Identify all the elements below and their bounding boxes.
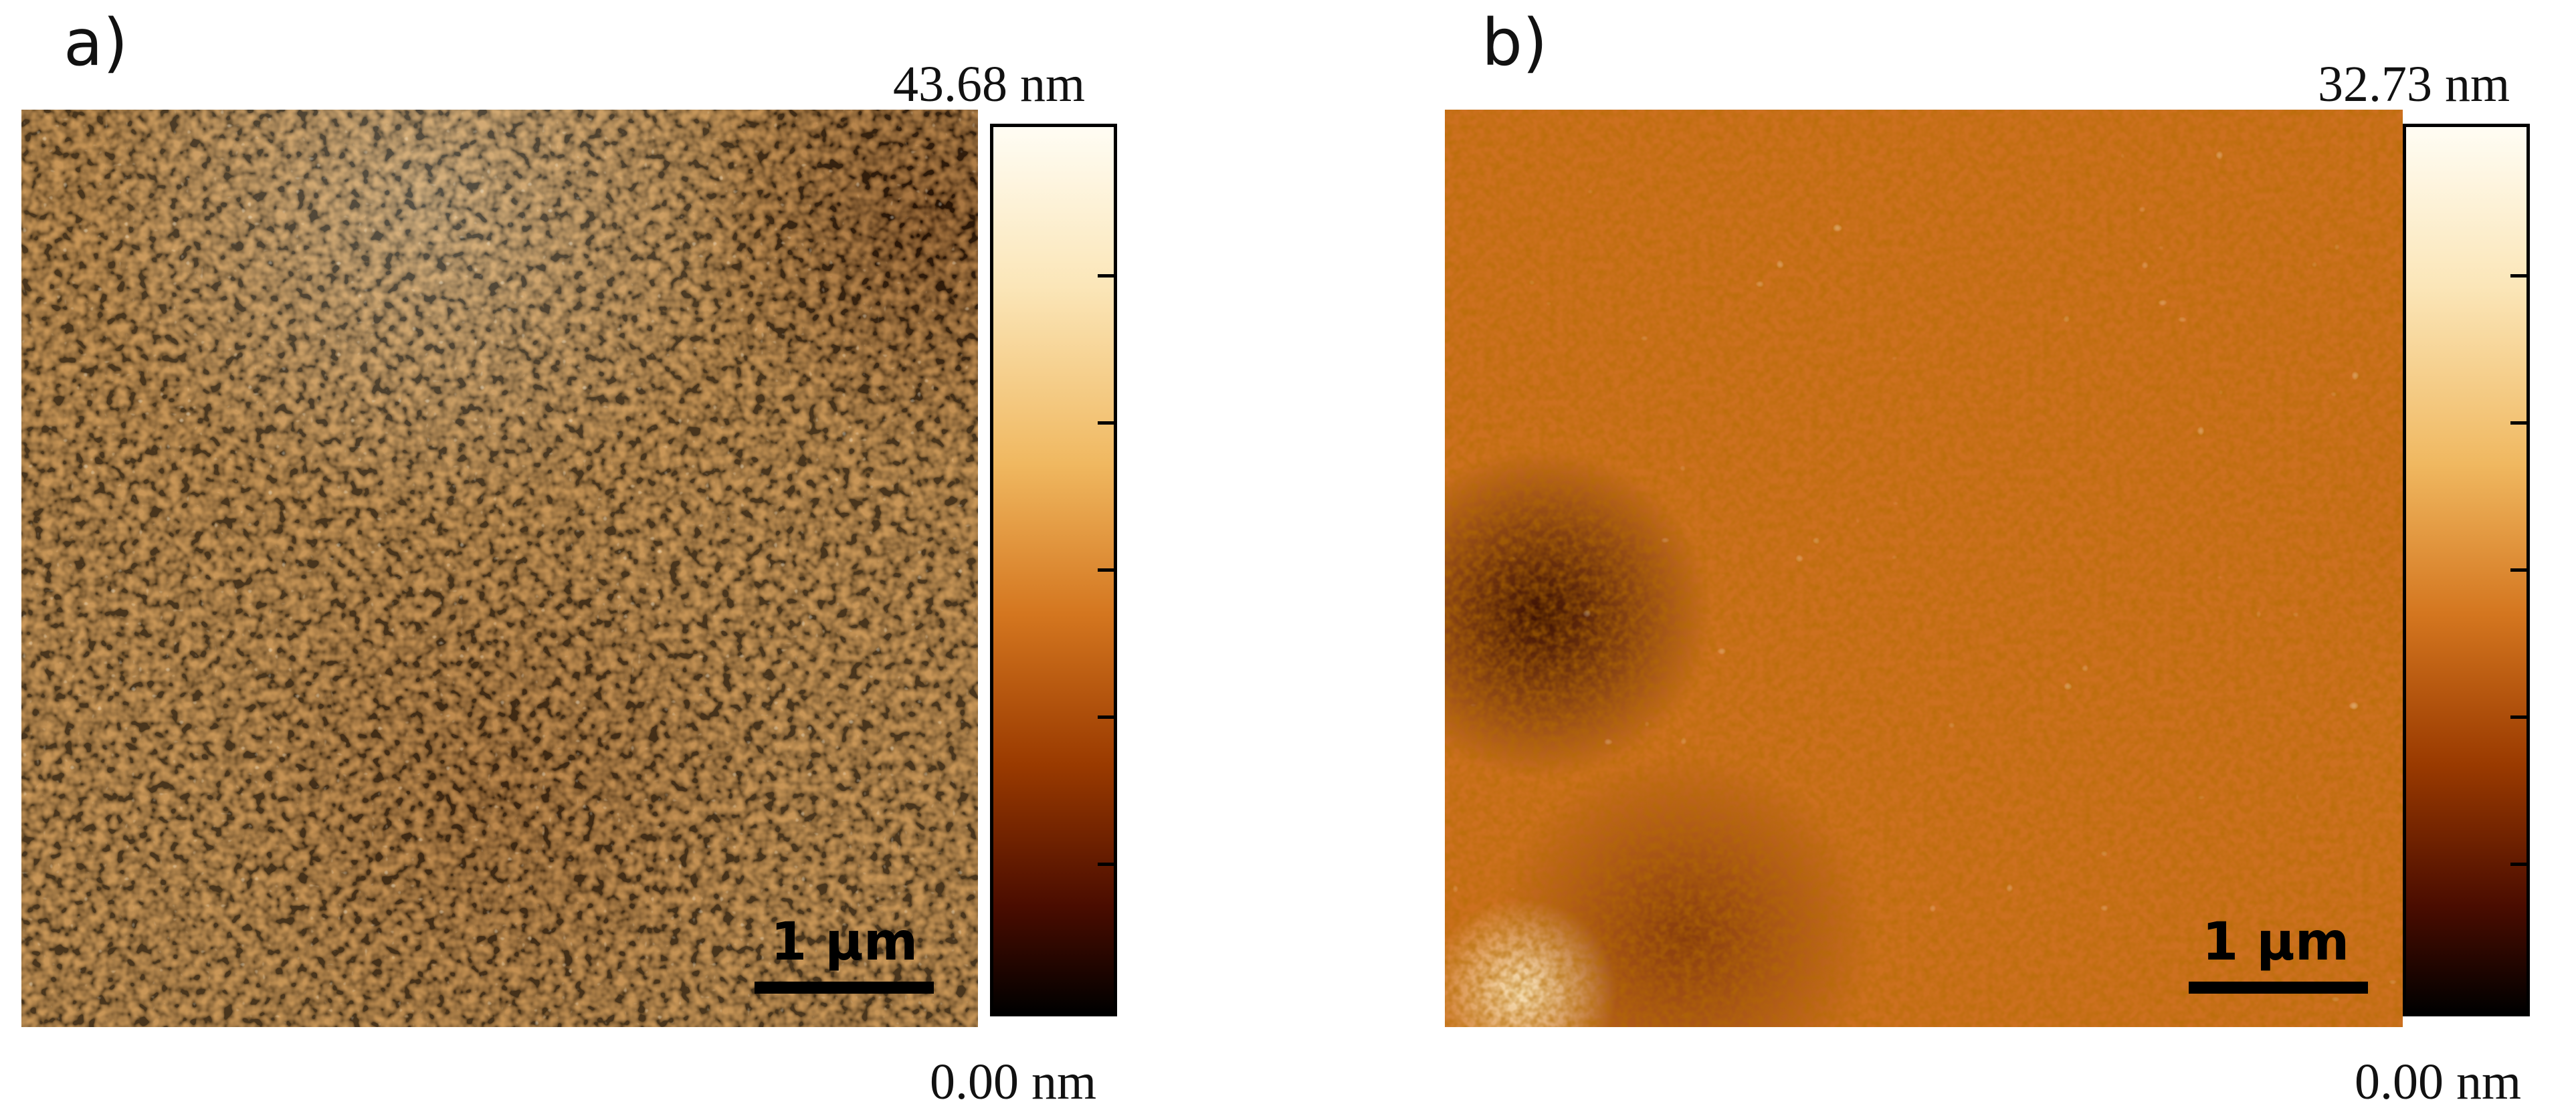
afm-topography-image <box>1445 110 2403 1027</box>
height-colorbar <box>2403 124 2530 1016</box>
colorbar-gradient <box>993 127 1114 1013</box>
colorbar-tick <box>2510 568 2528 572</box>
colorbar-gradient <box>2406 127 2527 1013</box>
panel-label: b) <box>1482 5 1548 80</box>
colorbar-tick <box>1098 862 1115 866</box>
afm-texture <box>1445 110 2403 1027</box>
colorbar-tick <box>2510 862 2528 866</box>
colorbar-tick <box>2510 421 2528 425</box>
afm-texture <box>21 110 978 1027</box>
colorbar-tick <box>2510 715 2528 719</box>
scalebar-line <box>2189 982 2368 994</box>
colorbar-min-label: 0.00 nm <box>2355 1054 2522 1110</box>
colorbar-tick <box>1098 421 1115 425</box>
scalebar-label: 1 μm <box>771 912 918 972</box>
panel-label: a) <box>64 5 128 80</box>
scalebar-line <box>755 982 934 994</box>
afm-panel-a: a) <box>0 0 1288 1109</box>
afm-panel-b: b) <box>1425 0 2576 1109</box>
colorbar-tick <box>1098 715 1115 719</box>
scalebar-label: 1 μm <box>2202 912 2350 972</box>
afm-topography-image <box>21 110 978 1027</box>
height-colorbar <box>990 124 1117 1016</box>
colorbar-max-label: 32.73 nm <box>2318 56 2510 112</box>
colorbar-max-label: 43.68 nm <box>893 56 1086 112</box>
colorbar-min-label: 0.00 nm <box>930 1054 1097 1110</box>
colorbar-tick <box>1098 273 1115 278</box>
colorbar-tick <box>1098 568 1115 572</box>
colorbar-tick <box>2510 273 2528 278</box>
